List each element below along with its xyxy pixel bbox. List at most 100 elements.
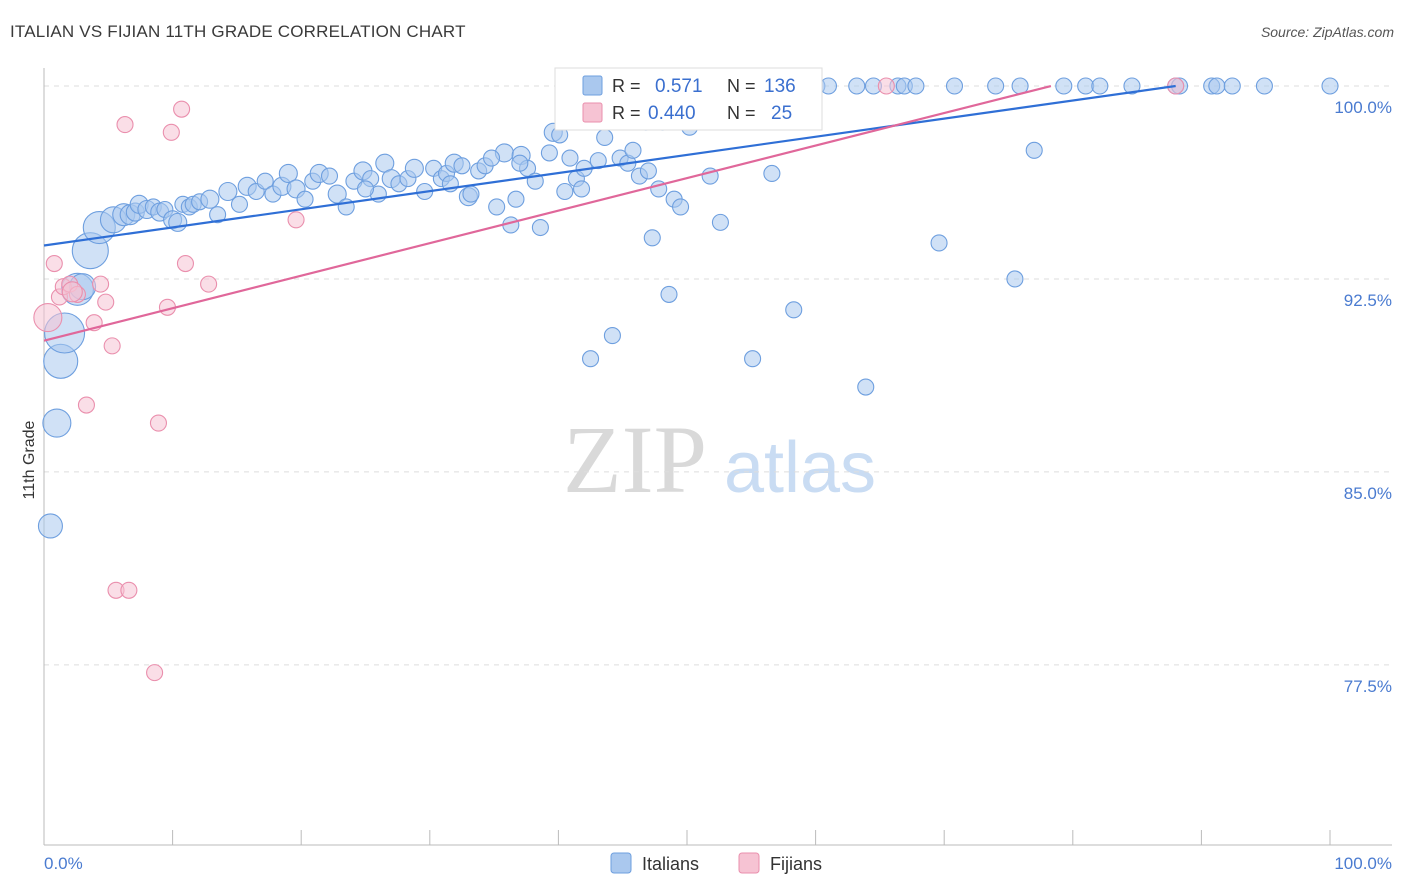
fijians-points (33, 77, 1185, 682)
x-axis-ticks (43, 830, 1331, 845)
italians-point (1223, 77, 1241, 95)
italians-series-swatch (610, 852, 632, 874)
y-tick-label: 100.0% (1334, 98, 1392, 117)
italians-point (1321, 77, 1339, 95)
italians-r-label: R = (612, 76, 641, 96)
fijians-point (77, 396, 95, 414)
italians-point (785, 301, 803, 319)
fijians-point (149, 414, 168, 432)
italians-point (556, 182, 574, 201)
italians-point (488, 198, 506, 216)
y-tick-label: 77.5% (1344, 677, 1392, 696)
italians-point (581, 350, 600, 368)
italians-point (624, 141, 642, 159)
fijians-point (877, 77, 895, 95)
fijians-point (33, 303, 63, 333)
italians-point (511, 154, 529, 172)
italians-point (404, 158, 424, 178)
italians-point (603, 327, 621, 345)
italians-point (482, 149, 501, 167)
watermark: ZIP atlas (563, 406, 876, 513)
italians-n-value: 136 (764, 76, 796, 97)
fijians-r-value: 0.440 (648, 103, 696, 124)
fijians-point (287, 211, 305, 229)
italians-point (987, 77, 1005, 95)
italians-point (660, 285, 678, 303)
fijians-series-swatch (738, 852, 760, 874)
series-legend: Italians Fijians (610, 852, 822, 874)
italians-legend-swatch (582, 75, 603, 96)
italians-point (356, 180, 375, 198)
y-tick-labels: 100.0% 92.5% 85.0% 77.5% (1334, 98, 1392, 696)
fijians-point (200, 275, 218, 293)
fijians-series-label: Fijians (770, 854, 822, 874)
italians-point (1208, 77, 1226, 95)
italians-point (1255, 77, 1273, 95)
fijians-n-label: N = (727, 103, 756, 123)
italians-series-label: Italians (642, 854, 699, 874)
watermark-zip: ZIP (563, 406, 707, 513)
italians-point (1091, 77, 1109, 95)
fijians-point (103, 337, 121, 355)
italians-point (230, 195, 249, 213)
italians-point (200, 189, 220, 209)
italians-point (819, 77, 838, 95)
italians-point (589, 152, 607, 170)
italians-point (945, 77, 964, 95)
italians-point (1055, 77, 1073, 95)
stats-legend: R = 0.571 N = 136 R = 0.440 N = 25 (554, 67, 823, 131)
italians-point (643, 229, 661, 247)
italians-point (507, 190, 525, 208)
italians-point (1006, 270, 1024, 288)
italians-point (327, 184, 347, 204)
italians-r-value: 0.571 (655, 76, 703, 97)
italians-point (711, 213, 729, 231)
fijians-point (162, 123, 180, 141)
fijians-point (61, 281, 83, 303)
italians-point (531, 218, 549, 237)
italians-n-label: N = (727, 76, 756, 96)
fijians-n-value: 25 (771, 103, 792, 124)
italians-point (763, 164, 781, 183)
x-tick-label-min: 0.0% (44, 854, 83, 873)
italians-point (744, 350, 762, 368)
italians-point (848, 77, 866, 95)
italians-point (37, 513, 63, 539)
fijians-point (176, 254, 195, 273)
italians-point (540, 144, 558, 162)
fijians-r-label: R = (612, 103, 641, 123)
italians-point (596, 128, 614, 147)
italians-point (639, 162, 657, 180)
watermark-atlas: atlas (724, 428, 876, 508)
y-axis-label: 11th Grade (21, 420, 38, 499)
italians-point (561, 149, 579, 167)
italians-point (857, 378, 875, 396)
italians-point (1123, 77, 1141, 95)
italians-point (256, 172, 274, 190)
italians-point (42, 408, 72, 438)
italians-point (1025, 141, 1043, 159)
italians-point (296, 190, 314, 208)
italians-point (209, 206, 227, 224)
y-tick-label: 85.0% (1344, 484, 1392, 503)
italians-point (672, 198, 690, 216)
fijians-point (173, 100, 191, 118)
fijians-point (45, 254, 63, 273)
italians-point (907, 77, 925, 95)
italians-trend-line (43, 84, 1176, 247)
italians-point (218, 181, 238, 202)
x-tick-label-max: 100.0% (1334, 854, 1392, 873)
italians-point (320, 167, 339, 185)
italians-point (453, 157, 471, 175)
italians-point (572, 180, 591, 198)
italians-point (278, 163, 298, 184)
italians-point (462, 185, 480, 203)
fijians-point (97, 293, 115, 311)
source-label: Source: ZipAtlas.com (1260, 24, 1394, 40)
y-tick-label: 92.5% (1344, 291, 1392, 310)
fijians-legend-swatch (582, 102, 603, 123)
italians-point (930, 234, 948, 252)
chart-title: ITALIAN VS FIJIAN 11TH GRADE CORRELATION… (10, 22, 466, 41)
fijians-point (120, 581, 138, 599)
